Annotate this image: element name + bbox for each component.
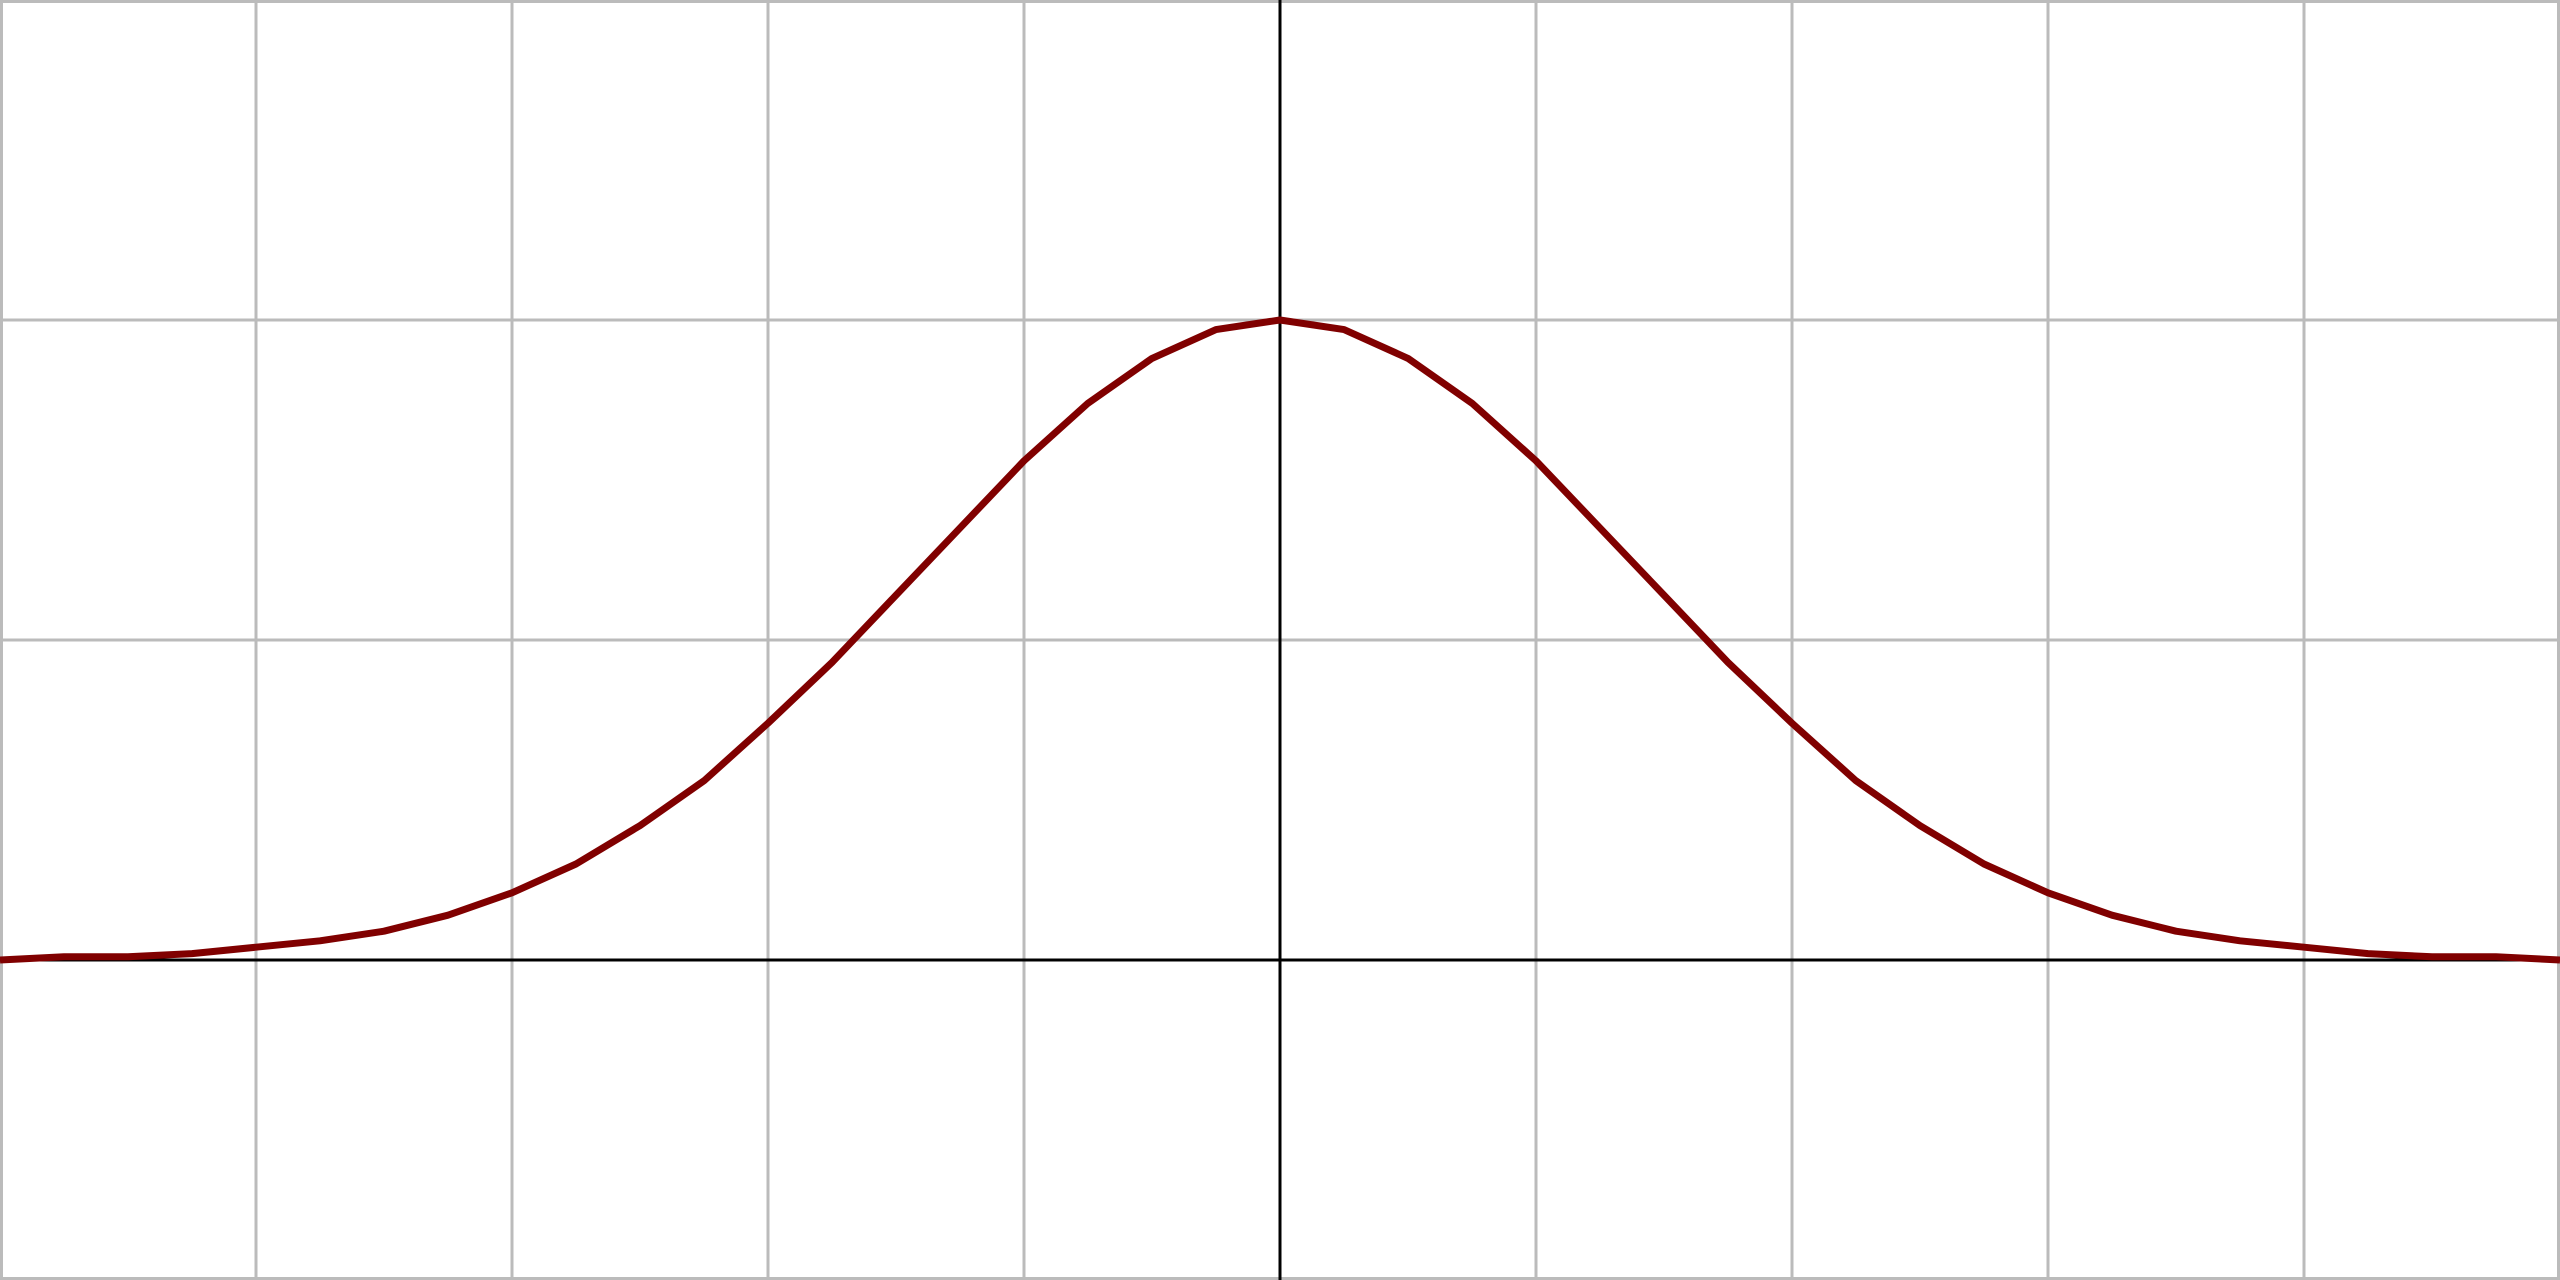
curve: [0, 316, 2560, 964]
